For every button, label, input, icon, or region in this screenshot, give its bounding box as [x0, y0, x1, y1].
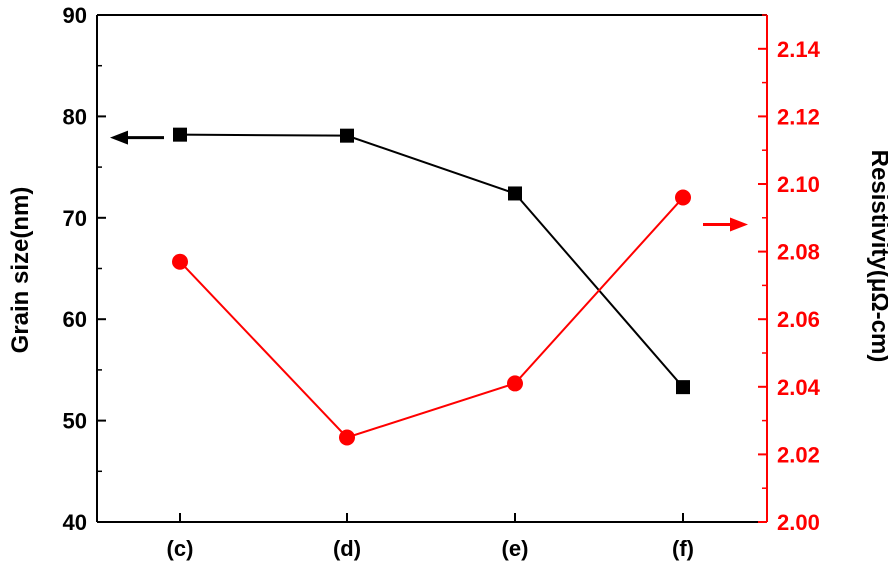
resistivity-point — [172, 253, 188, 270]
right-tick-label: 2.10 — [777, 172, 820, 197]
resistivity-point — [507, 375, 523, 392]
right-tick-label: 2.14 — [777, 37, 821, 62]
right-tick-label: 2.04 — [777, 375, 821, 400]
left-axis-arrowhead — [110, 130, 128, 145]
x-tick-label: (c) — [167, 536, 194, 561]
grain-size-point — [340, 128, 354, 143]
grain-size-point — [173, 127, 187, 142]
resistivity-line — [179, 196, 684, 439]
right-axis-arrowhead — [730, 217, 748, 232]
x-tick-label: (f) — [672, 536, 694, 561]
x-tick-label: (e) — [502, 536, 529, 561]
resistivity-point — [339, 429, 355, 446]
x-tick-label: (d) — [333, 536, 361, 561]
right-tick-label: 2.06 — [777, 307, 820, 332]
resistivity-point — [675, 189, 691, 206]
grain-size-point — [676, 380, 690, 395]
axes: 40 50 60 70 80 90 2.00 2.02 2.04 2.06 2.08 2.10 2.12… — [63, 3, 821, 561]
grain-size-point — [508, 186, 522, 201]
left-tick-label: 50 — [63, 409, 87, 434]
grain-size-line — [179, 133, 684, 388]
right-tick-label: 2.02 — [777, 442, 820, 467]
left-tick-label: 90 — [63, 3, 87, 28]
marks — [110, 127, 748, 446]
left-tick-label: 40 — [63, 510, 87, 535]
left-tick-label: 80 — [63, 104, 87, 129]
right-tick-label: 2.08 — [777, 240, 820, 265]
left-tick-label: 70 — [63, 206, 87, 231]
right-tick-label: 2.12 — [777, 104, 820, 129]
right-axis-title: Resistivity(μΩ-cm) — [866, 150, 888, 363]
right-tick-label: 2.00 — [777, 510, 820, 535]
left-axis-title: Grain size(nm) — [7, 187, 34, 354]
left-tick-label: 60 — [63, 307, 87, 332]
